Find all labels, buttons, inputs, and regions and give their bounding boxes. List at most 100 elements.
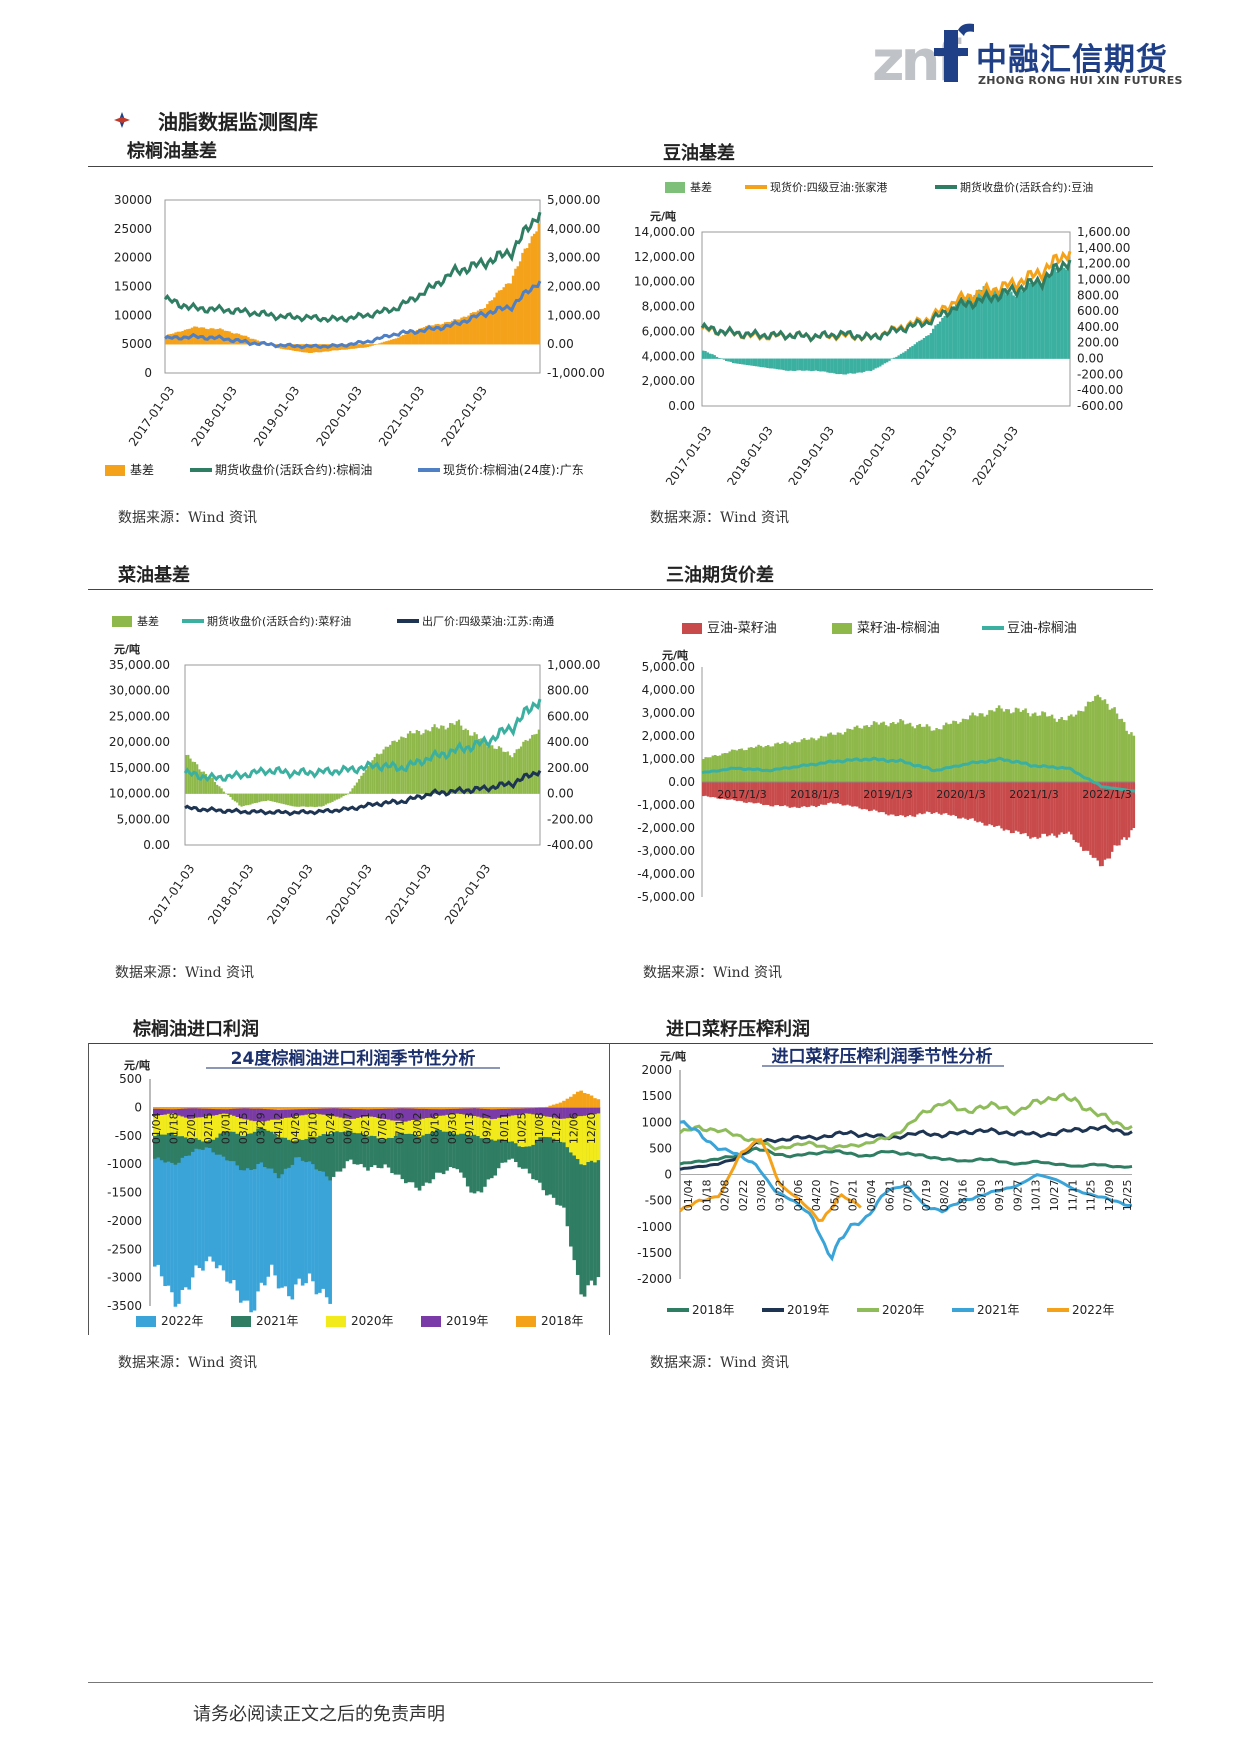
basis-bar (851, 358, 854, 374)
rapeseed-palm-bar (704, 757, 707, 783)
basis-bar (865, 358, 868, 371)
basis-bar (800, 358, 804, 371)
profit-bar-3 (496, 1107, 501, 1118)
rapeseed-palm-bar (754, 746, 758, 783)
soy-rapeseed-bar (754, 782, 758, 804)
profit-bar-4 (483, 1107, 487, 1109)
x-tick: 07/05 (902, 1180, 915, 1212)
basis-bar (1063, 267, 1066, 359)
soy-rapeseed-bar (726, 782, 729, 800)
profit-bar-3 (280, 1107, 284, 1119)
basis-bar (858, 358, 861, 373)
profit-bar-4 (369, 1107, 374, 1110)
rapeseed-palm-bar (805, 739, 808, 783)
basis-bar (752, 358, 755, 366)
legend-swatch (832, 623, 852, 634)
x-tick: 2021-01-03 (908, 424, 959, 485)
profit-bar-2 (232, 1107, 236, 1132)
y-tick: 0 (134, 1100, 142, 1114)
profit-bar-2 (527, 1107, 532, 1147)
basis-bar (727, 358, 730, 362)
rapeseed-palm-bar (1103, 699, 1107, 783)
profit-bar-4 (362, 1107, 367, 1110)
basis-bar (1021, 291, 1025, 359)
basis-bar (315, 793, 319, 807)
basis-bar (174, 332, 177, 345)
basis-bar (486, 304, 489, 345)
profit-bar-3 (228, 1107, 233, 1115)
rapeseed-palm-bar (728, 751, 731, 783)
soy-rapeseed-bar (1086, 782, 1090, 851)
basis-bar (238, 793, 241, 806)
soy-rapeseed-bar (1024, 782, 1027, 834)
x-tick: 09/27 (1011, 1180, 1024, 1212)
profit-bar-1 (276, 1107, 281, 1179)
profit-bar-2 (166, 1107, 171, 1134)
profit-bar-3 (507, 1107, 511, 1117)
basis-bar (860, 358, 864, 373)
rapeseed-palm-bar (1019, 711, 1023, 783)
company-logo: znf (870, 22, 1170, 94)
basis-bar (520, 746, 523, 794)
profit-bar-4 (438, 1107, 442, 1110)
soy-rapeseed-bar (976, 782, 979, 823)
basis-bar (883, 358, 887, 364)
rapeseed-palm-bar (865, 725, 869, 783)
basis-bar (996, 294, 999, 359)
y-tick-left: 25000 (114, 222, 152, 236)
profit-bar-4 (452, 1107, 456, 1109)
rapeseed-palm-bar (810, 737, 813, 783)
basis-bar (373, 344, 377, 345)
basis-bar (465, 316, 468, 345)
basis-bar (1056, 271, 1059, 359)
x-tick: 2018-01-03 (724, 424, 775, 485)
profit-bar-0 (232, 1107, 236, 1280)
profit-bar-2 (448, 1107, 453, 1132)
profit-bar-1 (170, 1107, 174, 1163)
basis-bar (198, 769, 201, 794)
profit-bar-2 (565, 1107, 570, 1148)
profit-bar-4 (269, 1107, 274, 1110)
profit-bar-3 (362, 1107, 367, 1117)
rapeseed-palm-bar (759, 745, 763, 783)
profit-bar-0 (214, 1107, 219, 1269)
soy-rapeseed-bar (1002, 782, 1006, 831)
profit-bar-1 (263, 1107, 267, 1168)
rapeseed-palm-bar (851, 729, 854, 783)
basis-bar (429, 325, 433, 345)
profit-bar-4 (534, 1107, 539, 1108)
basis-bar (302, 793, 305, 807)
profit-bar-3 (335, 1107, 339, 1117)
rapeseed-palm-bar (973, 715, 977, 783)
profit-bar-4 (424, 1107, 429, 1109)
soy-rapeseed-bar (1041, 782, 1044, 834)
basis-bar (331, 793, 334, 802)
profit-bar-4 (245, 1107, 250, 1109)
profit-bar-3 (307, 1107, 312, 1114)
profit-bar-4 (324, 1107, 329, 1109)
basis-bar (207, 777, 210, 794)
basis-bar (220, 788, 223, 794)
profit-bar-4 (221, 1107, 226, 1110)
rapeseed-palm-bar (993, 711, 996, 783)
soy-rapeseed-bar (995, 782, 998, 827)
futures-price-line (163, 211, 542, 324)
legend-label: 2018年 (541, 1314, 584, 1328)
profit-bar-4 (314, 1107, 319, 1109)
basis-bar (1067, 264, 1071, 359)
soy-rapeseed-bar (1130, 782, 1133, 831)
basis-bar (846, 358, 850, 374)
soy-rapeseed-bar (930, 782, 934, 814)
x-tick: 03/22 (774, 1180, 787, 1212)
rapeseed-palm-bar (990, 710, 994, 783)
soy-rapeseed-bar (1021, 782, 1025, 834)
legend-label: 基差 (130, 463, 154, 477)
profit-bar-3 (489, 1107, 494, 1120)
soy-rapeseed-bar (911, 782, 914, 817)
x-tick: 03/01 (220, 1112, 233, 1144)
basis-bar (420, 327, 424, 345)
basis-bar (247, 337, 250, 345)
basis-bar (484, 743, 487, 794)
rapeseed-palm-bar (718, 755, 722, 783)
rapeseed-palm-bar (824, 736, 828, 783)
